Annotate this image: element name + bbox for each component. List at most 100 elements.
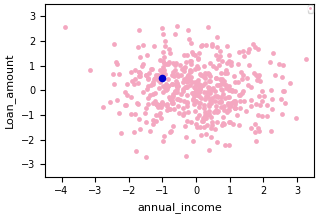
Point — [240, 50, 245, 53]
Point — [227, 108, 232, 111]
Point — [181, 113, 186, 117]
Point — [194, 125, 199, 129]
Point — [231, 99, 236, 102]
Point — [223, 68, 228, 72]
Point — [175, 82, 180, 85]
Point — [181, 90, 186, 93]
Point — [112, 82, 117, 86]
Point — [213, 76, 218, 80]
Point — [135, 82, 140, 85]
Point — [207, 98, 212, 101]
Point — [205, 123, 210, 127]
Point — [116, 72, 121, 76]
Point — [160, 102, 165, 105]
Point — [185, 80, 190, 84]
Point — [195, 79, 200, 82]
Point — [214, 66, 219, 69]
Point — [182, 70, 187, 73]
Point — [157, 68, 162, 72]
Point — [164, 104, 169, 108]
Point — [278, 98, 283, 101]
Point — [215, 84, 220, 87]
Point — [184, 75, 190, 79]
Point — [198, 133, 203, 137]
Point — [187, 59, 192, 63]
Point — [185, 53, 190, 57]
Point — [169, 130, 174, 133]
Point — [221, 79, 226, 83]
Point — [245, 83, 250, 87]
Point — [136, 70, 142, 74]
Point — [201, 83, 206, 87]
Point — [137, 56, 142, 59]
Point — [158, 58, 163, 61]
Point — [228, 104, 233, 108]
Point — [137, 28, 142, 32]
Point — [161, 84, 166, 88]
Point — [144, 155, 149, 159]
Point — [158, 103, 163, 106]
Point — [259, 114, 264, 117]
Point — [224, 61, 229, 65]
Point — [165, 102, 170, 105]
Point — [205, 90, 210, 94]
Point — [166, 108, 171, 111]
Point — [156, 106, 161, 109]
Point — [176, 84, 181, 87]
Point — [197, 87, 203, 90]
Point — [214, 140, 219, 143]
Point — [160, 76, 165, 80]
Point — [124, 93, 129, 96]
Point — [148, 93, 153, 97]
Point — [147, 129, 152, 132]
Point — [135, 102, 141, 106]
Point — [230, 90, 235, 93]
Point — [189, 59, 194, 62]
Point — [175, 87, 180, 91]
Point — [240, 77, 245, 80]
Point — [253, 73, 258, 77]
Point — [122, 90, 128, 94]
Point — [246, 48, 252, 51]
Point — [136, 75, 141, 78]
Point — [166, 63, 171, 66]
Point — [172, 63, 177, 66]
Point — [150, 122, 156, 126]
Point — [167, 131, 172, 134]
Point — [208, 61, 213, 64]
Point — [220, 123, 225, 127]
Point — [182, 111, 187, 114]
Point — [184, 154, 189, 158]
Point — [172, 90, 177, 93]
Point — [174, 84, 179, 87]
Point — [164, 108, 169, 112]
Point — [171, 75, 176, 78]
Point — [191, 95, 196, 98]
Point — [270, 108, 275, 111]
Point — [138, 71, 143, 75]
Point — [173, 33, 178, 36]
Point — [171, 94, 176, 97]
Point — [190, 97, 196, 101]
Point — [196, 51, 201, 54]
Point — [282, 101, 287, 105]
Point — [183, 66, 188, 69]
Point — [204, 116, 209, 120]
Point — [143, 106, 148, 109]
Point — [209, 120, 214, 124]
Point — [225, 102, 231, 106]
Legend:  — [308, 5, 313, 13]
Point — [250, 42, 255, 46]
Point — [157, 86, 162, 90]
Point — [218, 82, 223, 86]
Point — [134, 150, 139, 153]
Point — [167, 48, 172, 51]
Point — [145, 76, 150, 79]
Point — [164, 84, 169, 87]
Point — [207, 87, 212, 90]
Point — [191, 139, 196, 142]
Point — [201, 119, 206, 123]
Point — [200, 43, 205, 47]
Point — [208, 102, 213, 105]
Point — [132, 68, 137, 71]
